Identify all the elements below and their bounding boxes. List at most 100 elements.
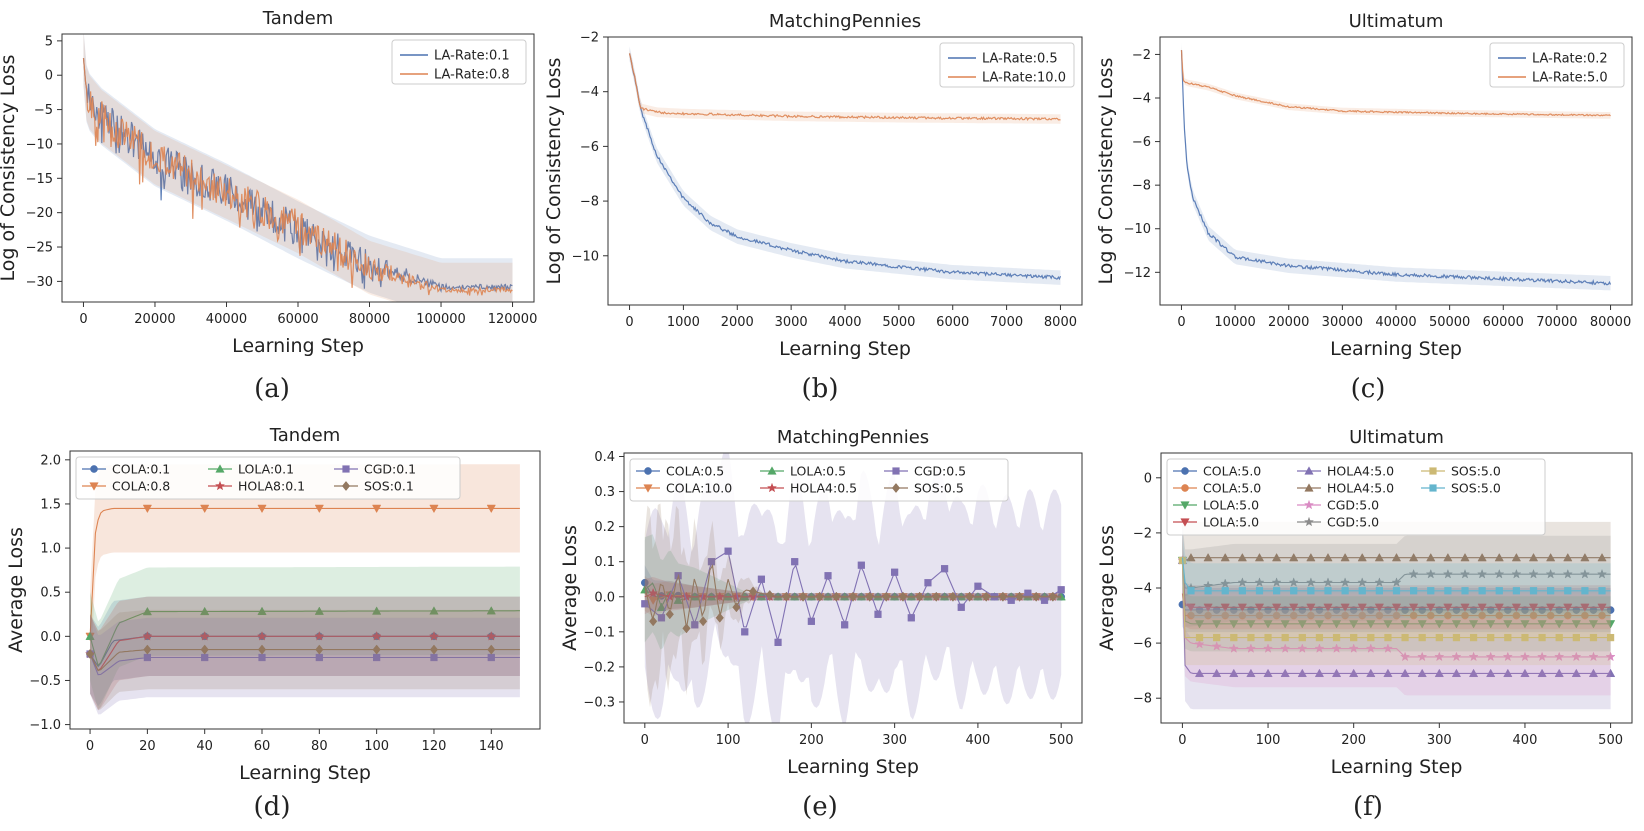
series-marker bbox=[948, 591, 958, 602]
series-marker bbox=[1555, 606, 1564, 614]
legend-box bbox=[1166, 458, 1546, 536]
series-marker bbox=[1194, 620, 1205, 629]
series-marker bbox=[1391, 577, 1402, 587]
series-marker bbox=[1264, 633, 1272, 642]
series-marker bbox=[1280, 620, 1290, 629]
series-marker bbox=[1443, 603, 1453, 613]
series-marker bbox=[1297, 668, 1307, 678]
y-tick-label: −15 bbox=[26, 172, 53, 187]
series-marker bbox=[1503, 620, 1513, 629]
series-marker bbox=[1341, 587, 1349, 595]
series-marker bbox=[1494, 603, 1504, 613]
series-marker bbox=[1538, 633, 1546, 642]
series-marker bbox=[1451, 668, 1462, 678]
series-marker bbox=[1350, 633, 1358, 642]
x-tick-label: 120000 bbox=[488, 312, 538, 327]
x-tick-label: 0 bbox=[79, 312, 87, 327]
series-marker bbox=[1529, 587, 1538, 595]
series-marker bbox=[1281, 606, 1289, 614]
legend-label: LA-Rate:0.2 bbox=[1532, 52, 1608, 67]
series-marker bbox=[1237, 577, 1248, 587]
series-marker bbox=[1263, 643, 1274, 653]
series-marker bbox=[1271, 603, 1282, 613]
series-marker bbox=[486, 630, 497, 641]
series-marker bbox=[1589, 606, 1598, 614]
series-marker bbox=[1476, 568, 1488, 579]
y-tick-label: −25 bbox=[26, 241, 53, 256]
series-marker bbox=[142, 630, 153, 641]
series-marker bbox=[1229, 606, 1238, 614]
series-marker bbox=[874, 610, 882, 618]
series-marker bbox=[1314, 668, 1325, 678]
x-tick-label: 100 bbox=[716, 733, 741, 748]
legend-label: LA-Rate:5.0 bbox=[1532, 71, 1608, 86]
series-marker bbox=[1485, 651, 1496, 662]
series-la-rate-0-8 bbox=[82, 34, 513, 302]
series-marker bbox=[1528, 568, 1539, 579]
series-marker bbox=[257, 606, 267, 615]
series-marker bbox=[1357, 603, 1367, 613]
series-marker bbox=[1408, 568, 1419, 579]
series-marker bbox=[1357, 552, 1367, 562]
series-marker bbox=[1409, 603, 1419, 613]
y-tick-label: −2 bbox=[1133, 526, 1152, 541]
series-marker bbox=[791, 558, 799, 566]
series-marker bbox=[1288, 577, 1299, 587]
series-marker bbox=[1289, 603, 1299, 613]
legend-box bbox=[391, 39, 527, 85]
series-marker bbox=[1606, 606, 1615, 614]
series-marker bbox=[657, 614, 666, 622]
series-marker bbox=[765, 589, 774, 601]
series-marker bbox=[1538, 606, 1546, 614]
series-marker bbox=[682, 623, 691, 634]
axes-frame bbox=[607, 36, 1083, 306]
series-marker bbox=[1339, 577, 1351, 587]
legend-label: CGD:5.0 bbox=[1327, 498, 1379, 513]
series-marker bbox=[1537, 651, 1548, 662]
series-marker bbox=[143, 644, 152, 655]
legend-box bbox=[939, 42, 1075, 88]
x-tick-label: 60 bbox=[254, 739, 271, 754]
series-marker bbox=[1366, 668, 1376, 678]
series-marker bbox=[1400, 668, 1410, 678]
x-tick-label: 120 bbox=[422, 739, 447, 754]
series-marker bbox=[1435, 606, 1444, 614]
series-marker bbox=[1323, 552, 1333, 562]
series-marker bbox=[1606, 633, 1615, 642]
series-marker bbox=[1204, 587, 1212, 595]
x-tick-label: 100 bbox=[1256, 733, 1281, 748]
legend-marker bbox=[1304, 466, 1314, 475]
series-marker bbox=[1367, 633, 1375, 642]
x-tick-label: 60000 bbox=[1483, 315, 1524, 330]
series-marker bbox=[1494, 568, 1505, 579]
series-marker bbox=[1434, 620, 1444, 629]
series-marker bbox=[1220, 603, 1230, 613]
series-marker bbox=[1545, 568, 1556, 579]
legend-marker bbox=[1303, 499, 1315, 510]
series-marker bbox=[1468, 651, 1479, 662]
legend: COLA:0.5 COLA:10.0 LOLA:0.5 HOLA4:0.5 CGD:0.… bbox=[629, 458, 1009, 502]
series-marker bbox=[1528, 603, 1539, 613]
series-line bbox=[1181, 560, 1611, 625]
x-tick-label: 10000 bbox=[1214, 315, 1255, 330]
series-marker bbox=[1032, 591, 1041, 602]
x-tick-label: 300 bbox=[882, 733, 907, 748]
legend-label: LA-Rate:10.0 bbox=[982, 71, 1066, 86]
chart-title: Tandem bbox=[269, 425, 341, 446]
series-marker bbox=[1417, 668, 1427, 678]
series-marker bbox=[1247, 606, 1255, 614]
series-marker bbox=[1504, 606, 1512, 614]
chart-e: MatchingPennies (e) Learning Step Average L… bbox=[559, 427, 1083, 822]
chart-title: Ultimatum bbox=[1349, 11, 1444, 32]
series-marker bbox=[487, 644, 496, 655]
series-line bbox=[1181, 560, 1611, 674]
series-band bbox=[1182, 524, 1611, 710]
series-marker bbox=[957, 603, 965, 611]
series-marker bbox=[1280, 643, 1291, 653]
legend: COLA:0.1 COLA:0.8 LOLA:0.1 HOLA8:0.1 CGD:0.1… bbox=[75, 456, 461, 500]
series-line bbox=[89, 653, 520, 676]
series-marker bbox=[1374, 552, 1384, 562]
legend-label: CGD:5.0 bbox=[1327, 515, 1379, 530]
series-band bbox=[90, 464, 520, 681]
x-tick-label: 80 bbox=[311, 739, 328, 754]
